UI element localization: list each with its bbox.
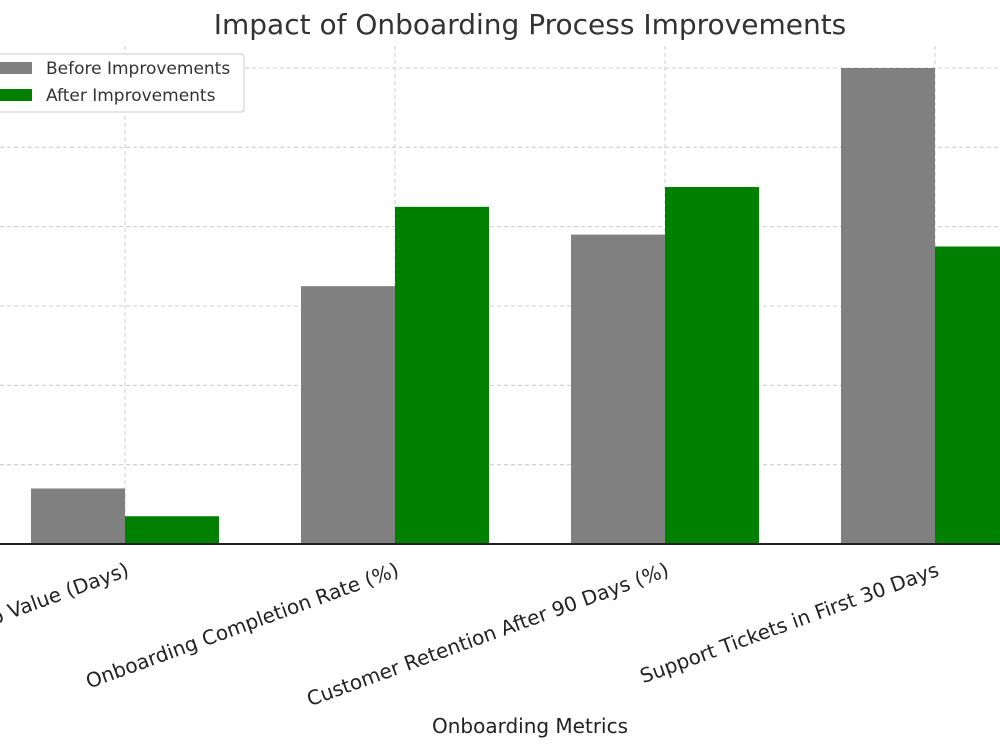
bar-before-3 bbox=[571, 234, 665, 544]
x-axis-label: Onboarding Metrics bbox=[432, 714, 628, 738]
bar-after-3 bbox=[665, 187, 759, 544]
legend: Before Improvements After Improvements bbox=[0, 53, 245, 113]
bar-before-2 bbox=[301, 286, 395, 544]
bar-before-1 bbox=[31, 488, 125, 544]
chart-title: Impact of Onboarding Process Improvement… bbox=[214, 8, 847, 41]
bars bbox=[31, 68, 1000, 545]
legend-swatch-before bbox=[0, 62, 32, 74]
x-tick-labels: Time to Value (Days)Onboarding Completio… bbox=[0, 557, 942, 711]
bar-after-4 bbox=[935, 246, 1000, 544]
x-tick-label: Time to Value (Days) bbox=[0, 557, 132, 651]
bar-after-1 bbox=[125, 516, 219, 544]
legend-frame bbox=[0, 53, 245, 113]
legend-label-after: After Improvements bbox=[46, 86, 216, 106]
legend-swatch-after bbox=[0, 89, 32, 101]
bar-before-4 bbox=[841, 68, 935, 544]
x-tick-label: Support Tickets in First 30 Days bbox=[637, 557, 942, 688]
bar-after-2 bbox=[395, 206, 489, 545]
legend-label-before: Before Improvements bbox=[46, 59, 230, 79]
